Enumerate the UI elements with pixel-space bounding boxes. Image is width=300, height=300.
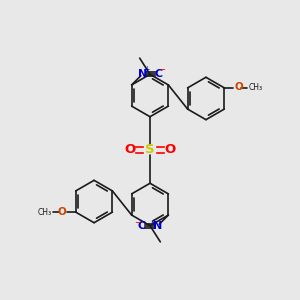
Text: CH₃: CH₃ [37, 208, 51, 217]
Text: −: − [158, 65, 166, 74]
Text: O: O [124, 143, 136, 157]
Text: +: + [150, 218, 157, 226]
Text: N: N [152, 221, 162, 231]
Text: C: C [138, 221, 146, 231]
Text: −: − [134, 218, 142, 226]
Text: O: O [234, 82, 243, 92]
Text: CH₃: CH₃ [249, 83, 263, 92]
Text: N: N [138, 69, 148, 79]
Text: +: + [143, 65, 150, 74]
Text: O: O [164, 143, 175, 157]
Text: S: S [145, 143, 155, 157]
Text: C: C [154, 69, 162, 79]
Text: O: O [57, 206, 66, 217]
